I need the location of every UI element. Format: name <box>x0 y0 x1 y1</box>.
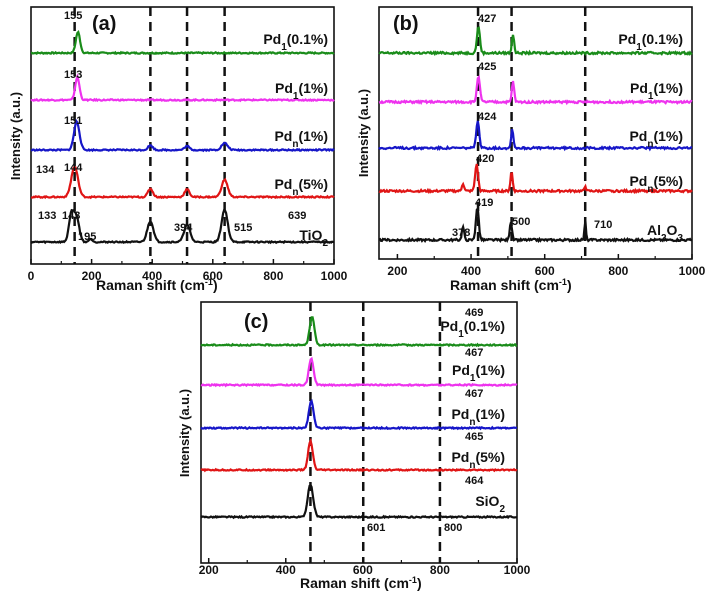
peak-label: 195 <box>78 231 96 243</box>
spectrum-line <box>200 356 518 388</box>
series-label: Pd1(1%) <box>452 362 505 384</box>
x-tick-label: 600 <box>535 264 555 278</box>
spectrum-line <box>378 205 693 244</box>
panel-b-ylabel: Intensity (a.u.) <box>356 89 371 177</box>
x-tick-label: 400 <box>142 269 162 283</box>
spectrum-line <box>200 398 518 431</box>
peak-label: 601 <box>367 522 385 534</box>
x-tick-label: 200 <box>82 269 102 283</box>
spectrum-line <box>30 73 335 103</box>
x-tick-label: 1000 <box>504 563 531 577</box>
x-tick-label: 800 <box>608 264 628 278</box>
peak-label: 467 <box>465 347 483 359</box>
x-tick-label: 1000 <box>321 269 348 283</box>
peak-label: 515 <box>234 222 252 234</box>
series-label: Pdn(1%) <box>629 128 683 150</box>
panel-a-label: (a) <box>92 13 116 35</box>
series-label: Pd1(0.1%) <box>440 318 505 340</box>
spectrum-line <box>30 30 335 56</box>
spectrum-line <box>30 207 335 245</box>
panel-a: (a) Raman shift (cm-1) Intensity (a.u.) … <box>8 6 348 293</box>
peak-label: 378 <box>452 227 470 239</box>
spectrum-line <box>378 74 693 106</box>
peak-label: 710 <box>594 219 612 231</box>
peak-label: 419 <box>475 197 493 209</box>
spectrum-line <box>200 483 518 520</box>
peak-label: 427 <box>478 13 496 25</box>
panel-c: (c) Raman shift (cm-1) Intensity (a.u.) … <box>177 301 531 591</box>
peak-label: 467 <box>465 388 483 400</box>
panel-b-xlabel: Raman shift (cm-1) <box>450 277 572 293</box>
spectrum-line <box>378 120 693 152</box>
spectrum-line <box>200 437 518 473</box>
peak-label: 425 <box>478 61 496 73</box>
peak-label: 134 <box>36 164 55 176</box>
spectrum-line <box>200 316 518 348</box>
panel-b: (b) Raman shift (cm-1) Intensity (a.u.) … <box>356 6 706 293</box>
series-label: Pd1(0.1%) <box>263 31 328 53</box>
series-label: Al2O3 <box>647 222 683 244</box>
series-label: Pd1(1%) <box>275 80 328 102</box>
x-tick-label: 800 <box>430 563 450 577</box>
peak-label: 143 <box>62 210 80 222</box>
peak-label: 424 <box>478 111 497 123</box>
peak-label: 639 <box>288 210 306 222</box>
spectrum-line <box>30 118 335 153</box>
peak-label: 469 <box>465 307 483 319</box>
panel-c-ylabel: Intensity (a.u.) <box>177 389 192 477</box>
spectrum-line <box>30 165 335 200</box>
panel-a-ylabel: Intensity (a.u.) <box>8 92 23 180</box>
peak-label: 394 <box>174 222 193 234</box>
peak-label: 133 <box>38 210 56 222</box>
peak-label: 500 <box>512 216 530 228</box>
series-label: Pdn(5%) <box>451 449 505 471</box>
peak-label: 155 <box>64 10 82 22</box>
x-tick-label: 600 <box>353 563 373 577</box>
series-label: Pdn(5%) <box>274 176 328 198</box>
series-label: Pdn(5%) <box>629 173 683 195</box>
series-label: TiO2 <box>299 227 328 249</box>
panel-a-xlabel: Raman shift (cm-1) <box>96 277 218 293</box>
panel-c-xlabel: Raman shift (cm-1) <box>300 575 422 591</box>
peak-label: 420 <box>476 153 494 165</box>
x-tick-label: 200 <box>387 264 407 278</box>
panel-b-frame <box>378 6 693 260</box>
x-tick-label: 1000 <box>679 264 706 278</box>
peak-label: 464 <box>465 475 484 487</box>
panel-c-label: (c) <box>244 311 268 333</box>
series-label: SiO2 <box>475 493 505 515</box>
x-tick-label: 200 <box>199 563 219 577</box>
spectrum-line <box>378 26 693 57</box>
peak-label: 153 <box>64 69 82 81</box>
series-label: Pd1(0.1%) <box>618 31 683 53</box>
peak-label: 144 <box>64 162 83 174</box>
x-tick-label: 400 <box>461 264 481 278</box>
series-label: Pd1(1%) <box>630 80 683 102</box>
panel-b-label: (b) <box>393 13 419 35</box>
peak-label: 800 <box>444 522 462 534</box>
peak-label: 465 <box>465 431 483 443</box>
x-tick-label: 800 <box>263 269 283 283</box>
x-tick-label: 600 <box>203 269 223 283</box>
panel-c-frame <box>200 301 518 564</box>
spectrum-line <box>378 163 693 195</box>
series-label: Pdn(1%) <box>451 406 505 428</box>
x-tick-label: 400 <box>276 563 296 577</box>
x-tick-label: 0 <box>28 269 35 283</box>
series-label: Pdn(1%) <box>274 128 328 150</box>
peak-label: 151 <box>64 115 82 127</box>
